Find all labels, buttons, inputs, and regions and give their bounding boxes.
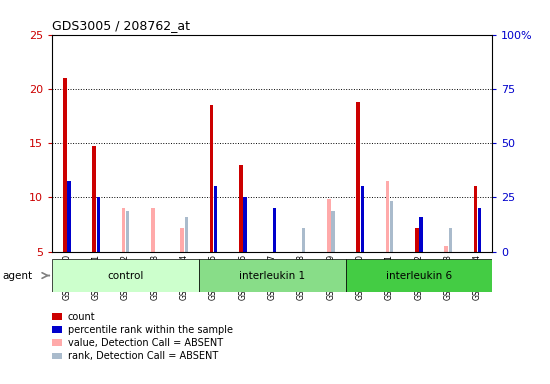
Bar [327,199,331,252]
Bar [444,246,448,252]
Bar [474,187,477,252]
Text: control: control [107,270,144,281]
Text: interleukin 1: interleukin 1 [239,270,305,281]
Bar [449,228,452,252]
Bar [97,197,100,252]
Text: percentile rank within the sample: percentile rank within the sample [68,325,233,335]
Bar [180,228,184,252]
Bar [273,208,276,252]
Bar [386,181,389,252]
Bar [415,228,419,252]
Bar [126,211,129,252]
Text: GDS3005 / 208762_at: GDS3005 / 208762_at [52,19,190,32]
Bar [52,259,199,292]
Bar [210,105,213,252]
Text: count: count [68,312,95,322]
Bar [214,187,217,252]
Bar [151,208,155,252]
Bar [243,197,247,252]
Bar [390,200,393,252]
Bar [199,259,345,292]
Bar [63,78,67,252]
Bar [345,259,492,292]
Bar [419,217,423,252]
Bar [478,208,481,252]
Text: interleukin 6: interleukin 6 [386,270,452,281]
Bar [122,208,125,252]
Text: agent: agent [3,271,33,281]
Bar [239,165,243,252]
Bar [185,217,188,252]
Bar [302,228,305,252]
Bar [356,102,360,252]
Bar [361,187,364,252]
Text: rank, Detection Call = ABSENT: rank, Detection Call = ABSENT [68,351,218,361]
Bar [67,181,71,252]
Text: value, Detection Call = ABSENT: value, Detection Call = ABSENT [68,338,223,348]
Bar [331,211,335,252]
Bar [92,146,96,252]
